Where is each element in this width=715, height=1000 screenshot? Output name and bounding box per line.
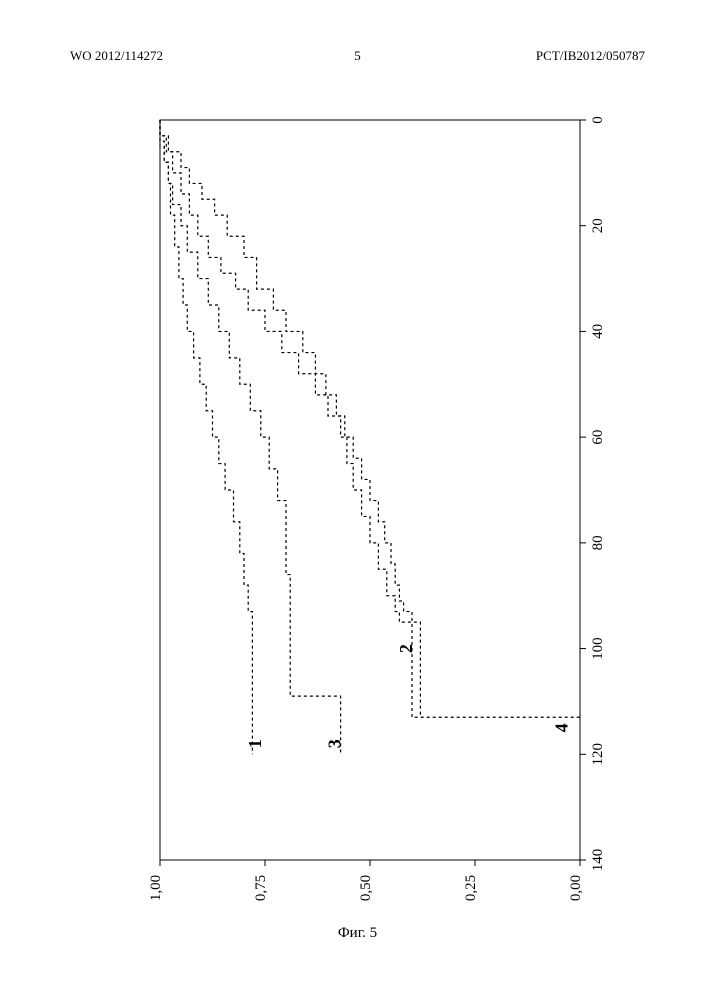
svg-text:40: 40: [590, 324, 606, 339]
svg-text:0,00: 0,00: [568, 875, 584, 901]
svg-text:3: 3: [325, 739, 345, 748]
header-right: PCT/IB2012/050787: [536, 48, 645, 64]
svg-text:100: 100: [590, 637, 606, 660]
svg-text:0,50: 0,50: [358, 875, 374, 901]
svg-text:120: 120: [590, 743, 606, 766]
page-number: 5: [354, 48, 361, 64]
svg-text:80: 80: [590, 535, 606, 550]
svg-text:1: 1: [245, 739, 265, 748]
svg-text:4: 4: [551, 723, 571, 732]
svg-text:0,75: 0,75: [253, 875, 269, 901]
svg-text:0,25: 0,25: [463, 875, 479, 901]
svg-text:60: 60: [590, 430, 606, 445]
svg-text:1,00: 1,00: [148, 875, 164, 901]
figure-caption: Фиг. 5: [0, 925, 715, 942]
svg-text:140: 140: [590, 849, 606, 872]
svg-text:20: 20: [590, 218, 606, 233]
svg-text:2: 2: [396, 644, 416, 653]
page-header: WO 2012/114272 5 PCT/IB2012/050787: [0, 48, 715, 64]
figure-chart: 0 20 40 60 80 100 120 140 0,00 0,25 0,50 0,75 1,00 1 2…: [100, 90, 620, 910]
svg-text:0: 0: [590, 116, 606, 124]
header-left: WO 2012/114272: [70, 48, 163, 64]
